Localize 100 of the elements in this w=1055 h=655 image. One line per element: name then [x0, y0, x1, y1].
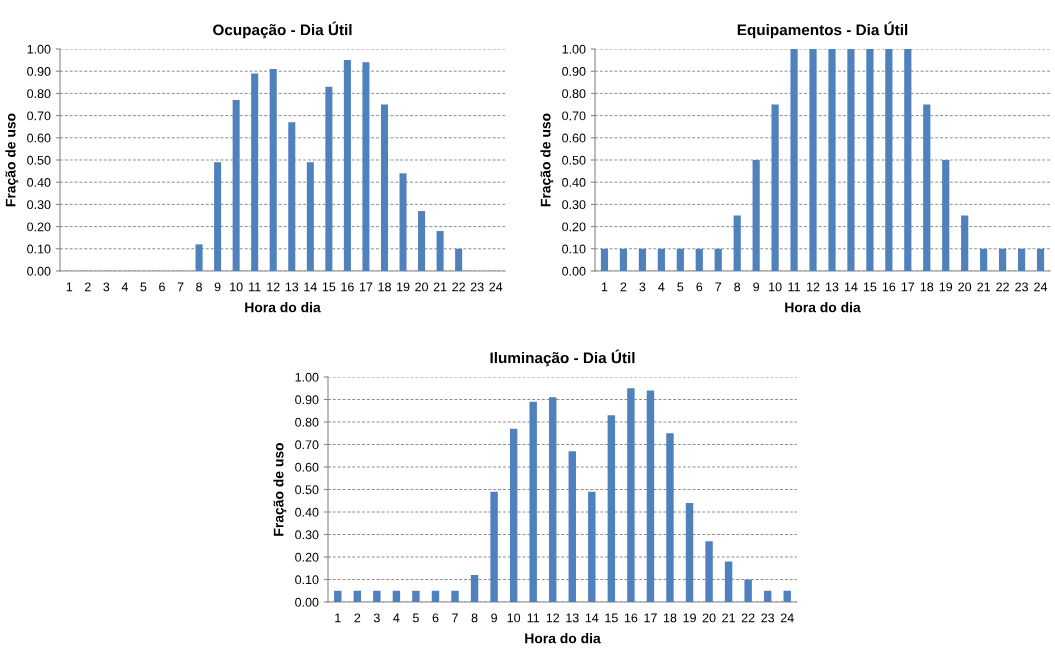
bar [685, 503, 694, 602]
bar [744, 579, 752, 602]
x-tick-label: 17 [644, 613, 657, 623]
bar [451, 590, 459, 602]
x-tick-label: 11 [788, 282, 800, 292]
bar [373, 590, 381, 602]
x-tick-label: 18 [663, 613, 677, 623]
x-tick-label: 22 [996, 282, 1009, 292]
y-tick-label: 0.00 [27, 266, 51, 276]
bar [288, 122, 296, 271]
y-tick-label: 0.60 [562, 133, 586, 143]
bar [431, 590, 440, 602]
x-tick-label: 3 [639, 282, 646, 292]
y-tick-label: 0.30 [27, 200, 51, 210]
bar [392, 590, 401, 602]
bar [705, 541, 713, 602]
x-tick-label: 17 [901, 282, 915, 292]
x-tick-label: 18 [378, 282, 391, 292]
bar [470, 575, 479, 602]
x-tick-label: 14 [304, 282, 317, 292]
x-tick-label: 2 [354, 613, 361, 623]
x-tick-label: 14 [585, 613, 599, 623]
x-tick-label: 16 [624, 613, 638, 623]
bar [809, 49, 817, 271]
x-tick-label: 20 [958, 282, 972, 292]
bar [1036, 248, 1045, 271]
bar [380, 104, 388, 271]
y-tick-label: 0.00 [295, 597, 319, 607]
y-tick-label: 0.90 [295, 395, 319, 405]
x-tick-label: 19 [397, 282, 410, 292]
chart-title: Ocupação - Dia Útil [213, 21, 352, 39]
x-tick-label: 15 [605, 613, 618, 623]
x-tick-label: 6 [696, 282, 703, 292]
y-tick-label: 0.20 [27, 222, 51, 232]
y-tick-label: 1.00 [295, 372, 319, 382]
x-tick-label: 13 [825, 282, 839, 292]
bar [529, 401, 537, 602]
bar [619, 248, 628, 271]
x-tick-label: 10 [230, 282, 243, 292]
bar [353, 590, 362, 602]
bar [752, 160, 760, 271]
x-tick-label: 1 [335, 613, 341, 623]
bar [418, 211, 426, 271]
x-tick-label: 21 [722, 613, 735, 623]
x-tick-label: 21 [977, 282, 990, 292]
x-tick-label: 1 [601, 282, 608, 292]
bar [828, 49, 836, 271]
y-tick-label: 0.80 [562, 89, 586, 99]
x-tick-label: 5 [412, 613, 419, 623]
x-tick-label: 8 [471, 613, 478, 623]
bar [600, 248, 609, 271]
bar [657, 248, 665, 271]
y-axis-title: Fração de uso [273, 442, 287, 536]
x-tick-label: 20 [415, 282, 429, 292]
x-tick-label: 2 [84, 282, 91, 292]
bar [763, 590, 772, 602]
x-tick-label: 11 [249, 282, 261, 292]
bar [885, 49, 893, 271]
bar [961, 215, 969, 271]
x-tick-label: 4 [393, 613, 400, 623]
bar [399, 173, 407, 271]
bar [695, 248, 703, 271]
x-tick-label: 22 [741, 613, 755, 623]
x-tick-label: 13 [566, 613, 579, 623]
chart-title: Equipamentos - Dia Útil [737, 21, 908, 39]
x-tick-label: 15 [322, 282, 336, 292]
x-tick-label: 9 [753, 282, 760, 292]
bar [362, 62, 370, 271]
x-tick-label: 1 [66, 282, 73, 292]
y-tick-label: 0.70 [562, 111, 586, 121]
bar [1017, 248, 1026, 271]
x-tick-label: 14 [844, 282, 858, 292]
x-tick-label: 15 [863, 282, 877, 292]
bar [232, 100, 240, 271]
bar [676, 248, 684, 271]
x-tick-label: 18 [920, 282, 934, 292]
bar [733, 215, 741, 271]
bar [904, 49, 912, 271]
bar [509, 428, 518, 602]
x-tick-label: 8 [196, 282, 202, 292]
bar [343, 60, 351, 271]
bar [638, 248, 646, 271]
bar [627, 388, 635, 602]
x-tick-label: 23 [1015, 282, 1028, 292]
y-tick-label: 0.50 [295, 485, 319, 495]
x-tick-label: 16 [882, 282, 896, 292]
x-tick-label: 6 [432, 613, 439, 623]
x-tick-label: 12 [546, 613, 560, 623]
x-tick-label: 10 [769, 282, 782, 292]
bar [412, 590, 420, 602]
y-tick-label: 0.10 [27, 244, 51, 254]
bar [549, 397, 557, 602]
x-tick-label: 24 [1034, 282, 1048, 292]
x-tick-label: 12 [267, 282, 280, 292]
bar [714, 248, 722, 271]
y-tick-label: 0.10 [562, 244, 586, 254]
y-tick-label: 1.00 [562, 44, 586, 54]
x-tick-label: 22 [452, 282, 465, 292]
bar [666, 433, 674, 602]
x-tick-label: 13 [285, 282, 299, 292]
